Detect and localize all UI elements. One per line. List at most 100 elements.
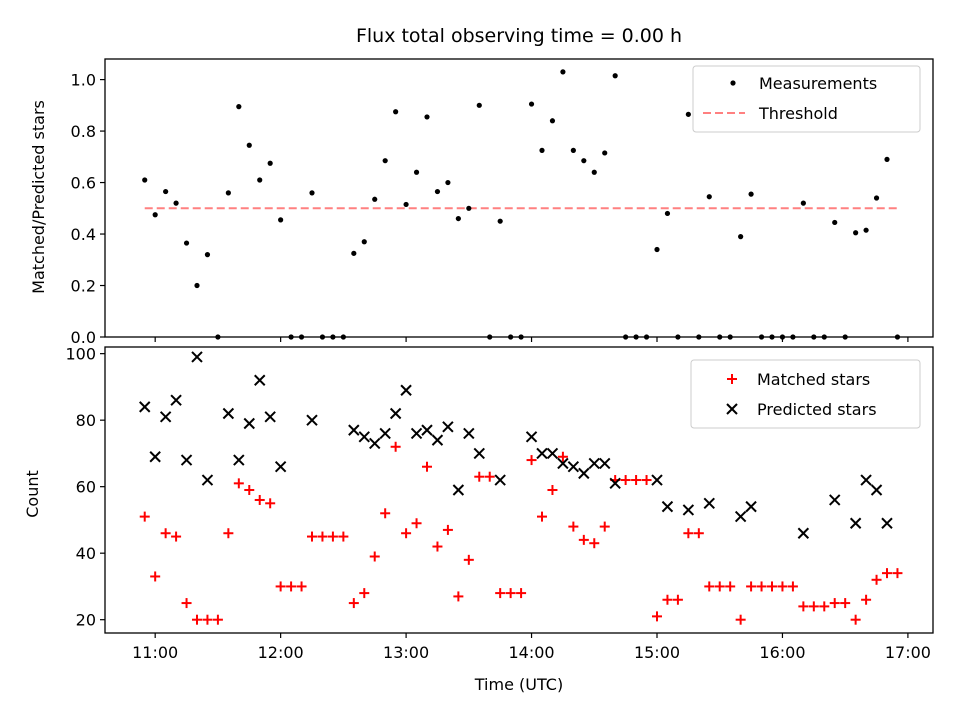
bottom-ytick-label-4: 100 [65,345,96,364]
measurement-point-1 [152,212,158,218]
measurement-point-20 [351,250,357,256]
matched-point-58 [746,581,757,592]
matched-point-15 [296,581,307,592]
measurement-point-71 [884,156,890,162]
predicted-point-43 [797,527,810,539]
predicted-point-22 [431,434,444,446]
predicted-point-18 [389,407,402,420]
predicted-point-26 [473,447,485,460]
matched-point-32 [474,471,485,482]
bottom-ytick-label-0: 20 [76,611,96,630]
measurement-point-41 [570,147,576,153]
top-marks [142,69,901,340]
measurement-point-0 [142,177,148,183]
predicted-point-44 [829,494,841,506]
matched-point-68 [850,614,861,625]
matched-point-51 [672,594,683,605]
matched-point-31 [463,554,474,565]
matched-point-33 [484,471,495,482]
legend-threshold-label: Threshold [758,104,838,123]
top-axes-frame [104,58,934,338]
predicted-point-27 [494,474,506,486]
predicted-point-34 [588,457,600,470]
predicted-point-15 [358,431,370,443]
top-ytick-label-4: 0.8 [71,122,96,141]
matched-point-44 [599,521,610,532]
bottom-xtick-label-6: 17:00 [885,643,931,662]
matched-point-9 [233,478,244,489]
predicted-point-28 [525,431,538,443]
bottom-xtick-label-4: 15:00 [634,643,680,662]
matched-point-21 [359,588,370,599]
predicted-point-1 [149,451,161,463]
top-legend: Measurements Threshold [692,65,921,133]
measurement-point-16 [309,190,315,196]
measurement-point-8 [225,190,231,196]
matched-point-28 [432,541,443,552]
matched-point-35 [505,588,516,599]
measurement-point-38 [539,147,545,153]
matched-point-43 [589,538,600,549]
matched-point-66 [829,598,840,609]
matched-point-36 [516,588,527,599]
measurement-point-34 [497,218,503,224]
matched-point-64 [808,601,819,612]
matched-point-63 [798,601,809,612]
measurement-point-49 [654,246,660,253]
predicted-point-23 [442,421,454,433]
top-ytick-label-2: 0.4 [71,225,96,244]
predicted-point-24 [452,484,465,496]
predicted-point-31 [557,457,569,470]
predicted-point-6 [201,474,214,486]
predicted-point-48 [881,517,893,529]
predicted-point-8 [233,454,245,466]
measurement-point-4 [183,240,190,246]
matched-point-23 [380,508,391,519]
matched-point-37 [526,455,537,466]
measurement-point-9 [236,104,242,110]
top-panel: Matched/Predicted stars 0.0 0.2 0.4 0.6 0.8 1… [29,58,934,347]
matched-point-69 [861,594,872,605]
legend-predicted-label: Predicted stars [757,400,877,419]
measurement-point-39 [549,118,556,124]
predicted-point-30 [546,447,559,460]
matched-point-19 [338,531,349,542]
bottom-ylabel: Count [23,470,42,518]
matched-point-30 [453,591,464,602]
matched-point-52 [683,528,694,539]
measurement-point-12 [267,160,273,166]
matched-point-18 [327,531,338,542]
measurement-point-28 [434,188,441,195]
predicted-point-13 [306,414,318,426]
matched-point-53 [693,528,704,539]
predicted-point-33 [578,467,590,480]
predicted-point-25 [463,427,475,440]
bottom-xtick-label-0: 11:00 [132,643,178,662]
predicted-point-11 [264,411,276,423]
matched-point-1 [150,571,161,582]
matched-point-59 [756,581,767,592]
bottom-xtick-label-5: 16:00 [759,643,805,662]
measurement-point-5 [194,282,200,289]
legend-matched-label: Matched stars [757,370,870,389]
matched-point-24 [390,441,401,452]
measurement-point-50 [664,210,671,217]
top-ytick-label-5: 1.0 [71,71,96,90]
bottom-axes-frame [104,346,934,634]
predicted-point-29 [536,447,548,460]
bottom-panel: Count 20 40 60 80 100 11:00 12:00 13:00 14:00 15:… [23,345,934,694]
matched-point-50 [662,594,673,605]
matched-point-46 [620,475,631,486]
matched-point-70 [871,574,882,585]
matched-point-26 [411,518,422,529]
measurement-point-13 [278,217,284,223]
measurement-point-26 [413,169,420,175]
legend-predicted-marker [726,403,738,415]
predicted-point-5 [191,351,203,363]
matched-point-40 [557,451,568,462]
predicted-point-3 [170,394,182,406]
measurement-point-10 [246,142,252,148]
matched-point-16 [307,531,317,542]
matched-point-62 [787,581,798,592]
